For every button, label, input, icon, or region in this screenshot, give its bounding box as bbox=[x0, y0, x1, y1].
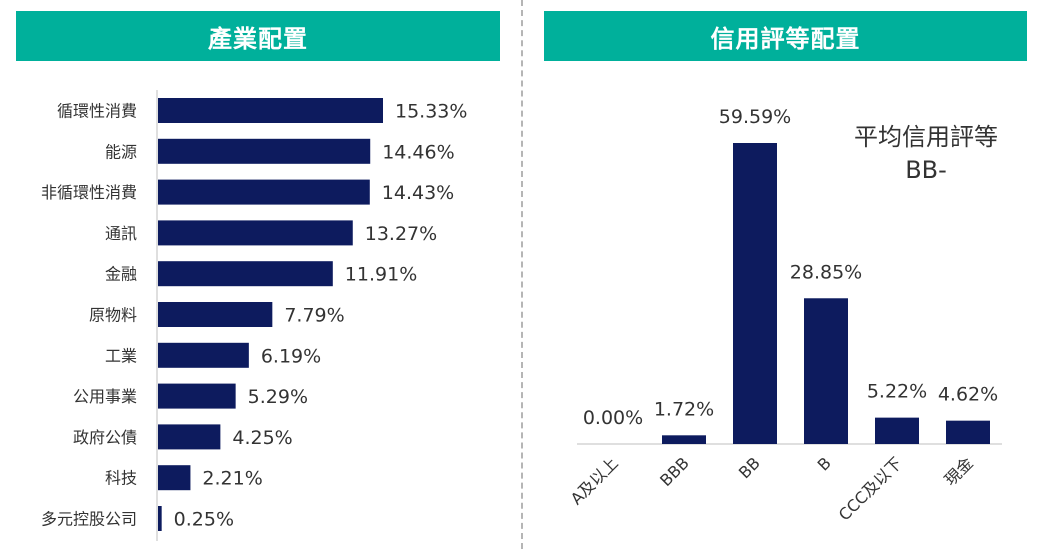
industry-category-label: 原物料 bbox=[89, 306, 137, 325]
credit-rating-allocation-title: 信用評等配置 bbox=[710, 24, 861, 53]
industry-value-label: 13.27% bbox=[365, 223, 437, 245]
industry-category-label: 政府公債 bbox=[73, 428, 137, 447]
industry-value-label: 11.91% bbox=[345, 264, 417, 286]
credit-category-label: A及以上 bbox=[567, 453, 622, 508]
credit-category-label: BB bbox=[735, 453, 764, 482]
industry-category-label: 通訊 bbox=[105, 224, 137, 243]
credit-bar bbox=[804, 298, 848, 444]
credit-value-label: 0.00% bbox=[583, 407, 643, 429]
industry-bar bbox=[158, 302, 273, 327]
industry-value-label: 7.79% bbox=[284, 305, 344, 327]
industry-category-label: 金融 bbox=[105, 265, 137, 284]
industry-bar bbox=[158, 506, 162, 531]
industry-category-label: 公用事業 bbox=[73, 387, 137, 406]
industry-value-label: 14.43% bbox=[382, 182, 454, 204]
industry-bar bbox=[158, 179, 370, 205]
industry-category-label: 工業 bbox=[105, 346, 137, 365]
industry-bar bbox=[158, 98, 383, 123]
industry-value-label: 15.33% bbox=[395, 101, 467, 123]
credit-category-label: BBB bbox=[656, 453, 693, 490]
industry-category-label: 能源 bbox=[105, 142, 137, 161]
industry-bar bbox=[158, 342, 249, 368]
industry-value-label: 5.29% bbox=[248, 386, 308, 408]
credit-category-label: CCC及以下 bbox=[835, 453, 906, 524]
industry-bar-chart: 循環性消費 15.33% 能源 14.46% 非循環性消費 14.43% 通訊 13.27% 金… bbox=[41, 90, 467, 541]
industry-value-label: 0.25% bbox=[174, 509, 234, 531]
industry-bar bbox=[158, 383, 236, 409]
industry-value-label: 4.25% bbox=[232, 427, 292, 449]
industry-bar bbox=[158, 138, 371, 164]
credit-rating-allocation-header: 信用評等配置 bbox=[544, 11, 1027, 61]
industry-allocation-title: 產業配置 bbox=[208, 24, 308, 53]
credit-value-label: 4.62% bbox=[938, 384, 998, 406]
average-rating-value: BB- bbox=[905, 156, 947, 184]
credit-value-label: 1.72% bbox=[654, 398, 714, 420]
average-rating-label: 平均信用評等 bbox=[854, 123, 998, 151]
credit-category-label: B bbox=[814, 453, 835, 474]
credit-bar bbox=[733, 143, 777, 444]
credit-value-label: 59.59% bbox=[719, 106, 791, 128]
industry-category-label: 非循環性消費 bbox=[41, 183, 137, 202]
industry-allocation-header: 產業配置 bbox=[16, 11, 500, 61]
industry-value-label: 6.19% bbox=[261, 345, 321, 367]
industry-value-label: 2.21% bbox=[202, 468, 262, 490]
industry-bar bbox=[158, 261, 333, 287]
credit-rating-bar-chart: 0.00% A及以上 1.72% BBB 59.59% BB 28.85% B 5.22% CCC… bbox=[567, 106, 1002, 524]
credit-value-label: 28.85% bbox=[790, 261, 862, 283]
industry-category-label: 多元控股公司 bbox=[41, 510, 137, 529]
credit-value-label: 5.22% bbox=[867, 381, 927, 403]
credit-bar bbox=[946, 420, 990, 444]
industry-category-label: 循環性消費 bbox=[57, 102, 137, 121]
industry-bar bbox=[158, 424, 221, 450]
industry-bar bbox=[158, 465, 191, 491]
panel-divider bbox=[521, 0, 523, 549]
industry-value-label: 14.46% bbox=[382, 141, 454, 163]
credit-bar bbox=[662, 435, 706, 444]
credit-bar bbox=[875, 417, 919, 444]
industry-category-label: 科技 bbox=[105, 469, 137, 488]
industry-bar bbox=[158, 220, 353, 246]
credit-category-label: 現金 bbox=[941, 453, 977, 489]
